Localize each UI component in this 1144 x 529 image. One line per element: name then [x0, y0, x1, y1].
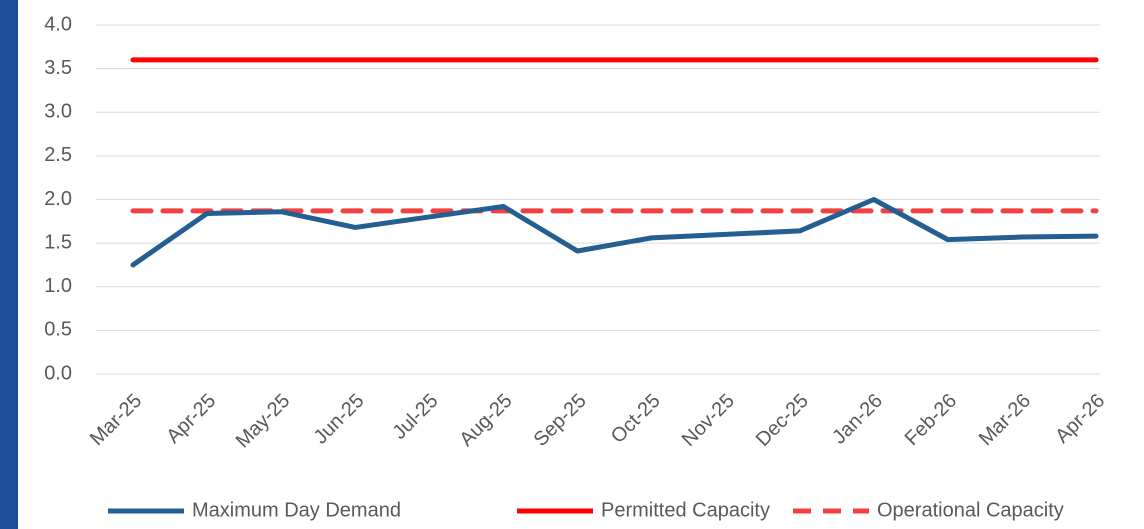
side-bar [0, 0, 18, 529]
y-tick-label: 2.0 [44, 188, 72, 210]
x-tick-label: Mar-25 [86, 390, 146, 450]
legend-label: Maximum Day Demand [192, 499, 401, 521]
series-line [130, 197, 1099, 268]
x-tick-label: Dec-25 [752, 390, 813, 451]
x-tick-label: Sep-25 [530, 390, 591, 451]
x-tick-label: Oct-25 [607, 390, 665, 448]
y-tick-label: 1.5 [44, 231, 72, 253]
x-tick-label: Feb-26 [901, 390, 961, 450]
y-tick-label: 0.5 [44, 319, 72, 341]
x-tick-label: May-25 [232, 390, 295, 453]
legend-label: Operational Capacity [877, 499, 1064, 521]
y-tick-label: 3.0 [44, 101, 72, 123]
y-tick-label: 3.5 [44, 57, 72, 79]
x-tick-label: Nov-25 [678, 390, 739, 451]
y-tick-label: 4.0 [44, 13, 72, 35]
x-tick-label: Aug-25 [455, 390, 516, 451]
y-tick-label: 0.0 [44, 362, 72, 384]
x-tick-label: Jul-25 [388, 390, 442, 444]
legend-label: Permitted Capacity [601, 499, 770, 521]
x-tick-label: Mar-26 [975, 390, 1035, 450]
x-tick-label: Jun-25 [310, 390, 369, 449]
y-tick-label: 2.5 [44, 144, 72, 166]
x-tick-label: Apr-26 [1051, 390, 1109, 448]
x-tick-label: Jan-26 [828, 390, 887, 449]
y-tick-label: 1.0 [44, 275, 72, 297]
x-tick-label: Apr-25 [162, 390, 220, 448]
